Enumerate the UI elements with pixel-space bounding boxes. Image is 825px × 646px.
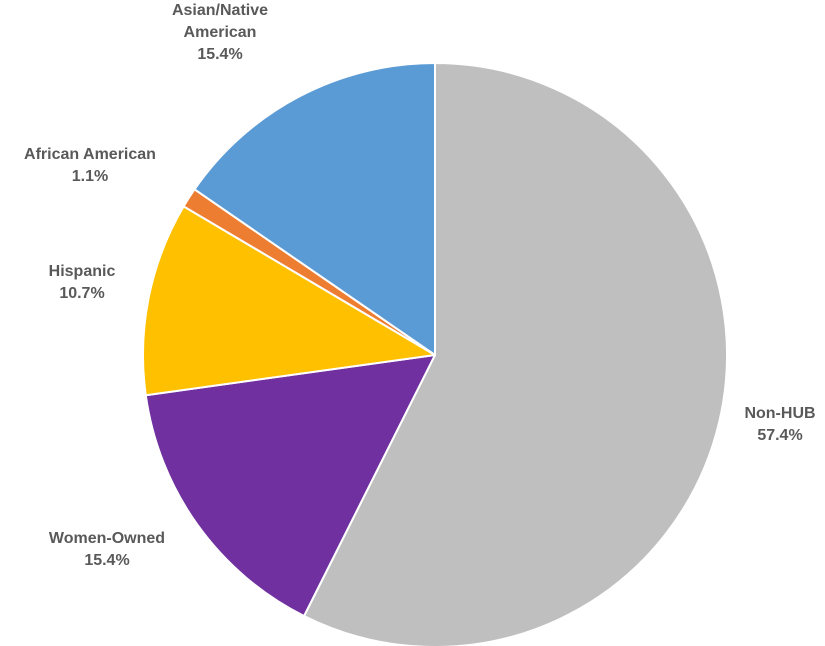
slice-value-label: 15.4% — [84, 552, 129, 569]
slice-label-women-owned: Women-Owned 15.4% — [49, 530, 165, 569]
pie-slice-hispanic — [142, 205, 436, 397]
slice-name-label: American — [184, 24, 257, 41]
slice-value-label: 1.1% — [72, 168, 108, 185]
slice-value-label: 15.4% — [197, 46, 242, 63]
slices-layer — [142, 62, 728, 646]
slice-name-label: Non-HUB — [744, 405, 815, 422]
pie-slice-asian-native-american — [193, 62, 436, 356]
pie-slice-non-hub — [303, 62, 728, 646]
labels-layer: Non-HUB 57.4% Women-Owned 15.4% Hispanic 10.7… — [24, 2, 816, 569]
slice-label-asian-native-american: Asian/Native American 15.4% — [172, 2, 268, 63]
slice-value-label: 10.7% — [59, 285, 104, 302]
slice-name-label: African American — [24, 146, 156, 163]
pie-slice-women-owned — [144, 354, 436, 617]
slice-label-non-hub: Non-HUB 57.4% — [744, 405, 815, 444]
slice-label-african-american: African American 1.1% — [24, 146, 156, 185]
slice-name-label: Hispanic — [49, 263, 116, 280]
slice-label-hispanic: Hispanic 10.7% — [49, 263, 116, 302]
slice-name-label: Asian/Native — [172, 2, 268, 19]
slice-value-label: 57.4% — [757, 427, 802, 444]
slice-name-label: Women-Owned — [49, 530, 165, 547]
